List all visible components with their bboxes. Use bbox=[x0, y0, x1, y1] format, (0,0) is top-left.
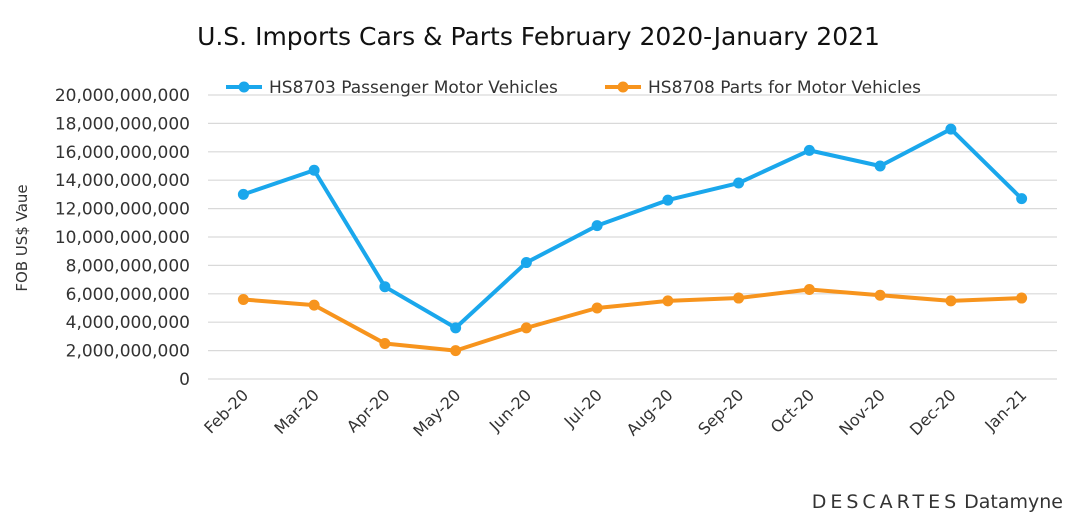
legend-swatch-marker bbox=[617, 81, 629, 93]
x-tick-label: Jul-20 bbox=[560, 385, 606, 431]
x-tick-labels: Feb-20 Mar-20 Apr-20 May-20 Jun-20 Jul-20 Aug-… bbox=[200, 385, 1030, 440]
y-tick-label: 4,000,000,000 bbox=[66, 313, 190, 333]
data-point bbox=[874, 160, 886, 172]
data-point bbox=[379, 338, 391, 349]
series-lines bbox=[237, 123, 1028, 357]
data-point bbox=[662, 295, 674, 307]
data-point bbox=[803, 284, 815, 296]
x-tick-label: Dec-20 bbox=[906, 385, 960, 439]
x-tick-label: Oct-20 bbox=[767, 385, 818, 436]
data-point bbox=[1016, 292, 1028, 304]
x-tick-label: Aug-20 bbox=[623, 385, 677, 439]
brand-company: DESCARTES bbox=[811, 491, 961, 513]
x-tick-label: May-20 bbox=[409, 385, 464, 440]
x-tick-label: Mar-20 bbox=[270, 385, 323, 438]
data-point bbox=[237, 293, 249, 305]
y-tick-label: 8,000,000,000 bbox=[66, 256, 190, 276]
legend: HS8703 Passenger Motor Vehicles HS8708 Pa… bbox=[226, 78, 921, 98]
data-point bbox=[520, 322, 532, 334]
y-tick-label: 18,000,000,000 bbox=[55, 114, 190, 134]
brand-product: Datamyne bbox=[964, 491, 1063, 513]
legend-label: HS8708 Parts for Motor Vehicles bbox=[648, 78, 921, 98]
y-tick-labels: 0 2,000,000,000 4,000,000,000 6,000,000,000… bbox=[55, 86, 190, 390]
y-tick-label: 14,000,000,000 bbox=[55, 171, 190, 191]
series-1 bbox=[237, 123, 1028, 334]
series-line bbox=[243, 287, 1022, 353]
x-tick-label: Nov-20 bbox=[835, 385, 889, 439]
data-point bbox=[662, 194, 674, 206]
data-point bbox=[945, 123, 957, 135]
data-point bbox=[450, 345, 462, 357]
y-tick-label: 6,000,000,000 bbox=[66, 285, 190, 305]
data-point bbox=[520, 257, 532, 269]
y-tick-label: 0 bbox=[179, 370, 190, 390]
y-tick-label: 10,000,000,000 bbox=[55, 228, 190, 248]
y-tick-label: 12,000,000,000 bbox=[55, 200, 190, 220]
data-point bbox=[803, 144, 815, 156]
data-point bbox=[308, 164, 320, 176]
y-tick-label: 2,000,000,000 bbox=[66, 342, 190, 362]
legend-label: HS8703 Passenger Motor Vehicles bbox=[269, 78, 558, 98]
x-tick-label: Jun-20 bbox=[485, 385, 535, 435]
data-point bbox=[379, 281, 391, 293]
descartes-datamyne-logo: DESCARTES Datamyne bbox=[812, 491, 1063, 513]
data-point bbox=[591, 220, 603, 232]
x-tick-label: Sep-20 bbox=[694, 385, 747, 438]
y-tick-label: 16,000,000,000 bbox=[55, 143, 190, 163]
x-tick-label: Apr-20 bbox=[343, 385, 394, 436]
data-point bbox=[874, 289, 886, 301]
series-line bbox=[242, 127, 1024, 330]
legend-swatch-marker bbox=[238, 81, 250, 93]
x-tick-label: Feb-20 bbox=[200, 385, 252, 437]
data-point bbox=[591, 302, 603, 314]
legend-item-1: HS8703 Passenger Motor Vehicles bbox=[226, 78, 558, 98]
grid-lines bbox=[208, 94, 1057, 380]
data-point bbox=[450, 322, 462, 334]
y-tick-label: 20,000,000,000 bbox=[55, 86, 190, 106]
series-2 bbox=[237, 284, 1028, 357]
data-point bbox=[308, 299, 320, 311]
data-point bbox=[1016, 193, 1028, 205]
data-point bbox=[733, 292, 745, 304]
data-point bbox=[945, 295, 957, 307]
data-point bbox=[733, 177, 745, 189]
x-tick-label: Jan-21 bbox=[980, 385, 1030, 435]
legend-item-2: HS8708 Parts for Motor Vehicles bbox=[605, 78, 921, 98]
chart-title: U.S. Imports Cars & Parts February 2020-… bbox=[197, 22, 880, 51]
data-point bbox=[237, 188, 249, 200]
